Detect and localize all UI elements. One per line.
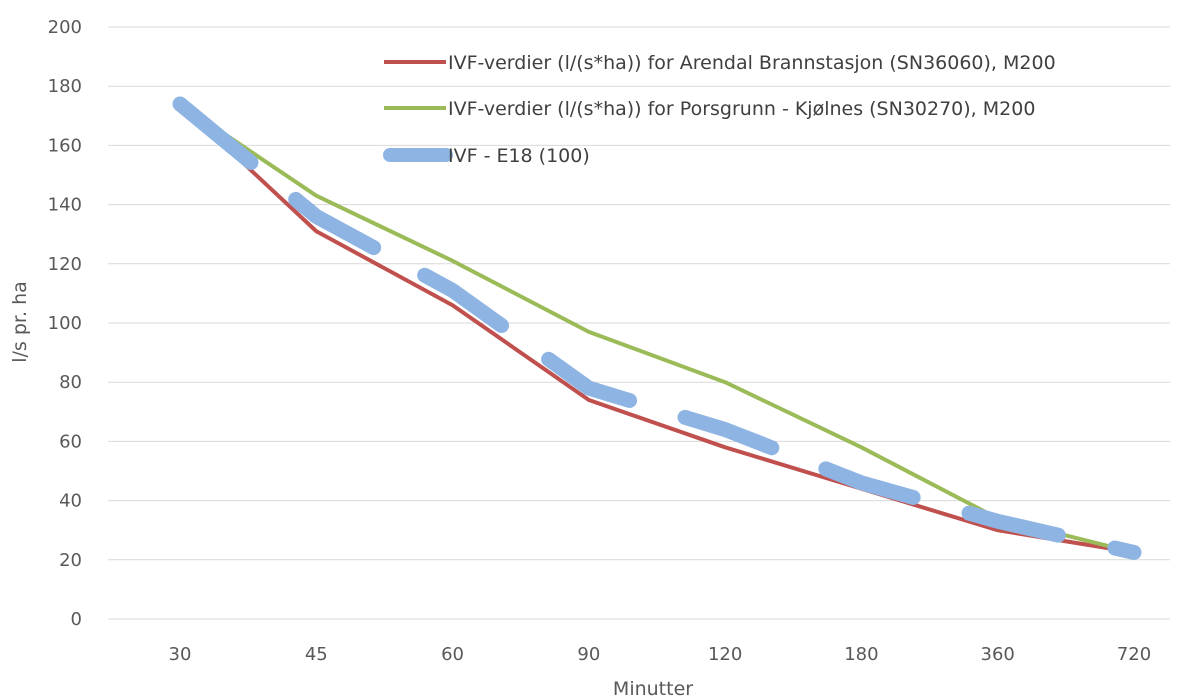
x-tick-label: 180 (844, 644, 878, 665)
series-line-2 (178, 102, 1135, 555)
series-line-3 (172, 96, 1142, 560)
y-tick-label: 20 (59, 550, 82, 571)
y-tick-label: 40 (59, 491, 82, 512)
series-lines (172, 96, 1142, 560)
y-axis-title: l/s pr. ha (9, 281, 31, 363)
x-tick-label: 120 (708, 644, 742, 665)
legend: IVF-verdier (l/(s*ha)) for Arendal Brann… (383, 52, 1056, 167)
y-tick-label: 200 (48, 17, 82, 38)
x-tick-label: 90 (577, 644, 600, 665)
x-tick-label: 60 (441, 644, 464, 665)
y-tick-label: 100 (48, 313, 82, 334)
x-axis-ticks: 30 45 60 90 120 180 360 720 (169, 644, 1152, 665)
y-tick-label: 0 (71, 609, 82, 630)
series-line-1 (178, 102, 1135, 555)
y-tick-label: 80 (59, 372, 82, 393)
gridlines (108, 26, 1170, 620)
x-tick-label: 30 (169, 644, 192, 665)
y-tick-label: 180 (48, 76, 82, 97)
legend-label-2: IVF-verdier (l/(s*ha)) for Porsgrunn - K… (448, 98, 1035, 120)
x-tick-label: 45 (305, 644, 328, 665)
legend-label-1: IVF-verdier (l/(s*ha)) for Arendal Brann… (448, 52, 1056, 74)
x-tick-label: 720 (1117, 644, 1151, 665)
x-axis-title: Minutter (613, 678, 693, 700)
y-tick-label: 140 (48, 195, 82, 216)
y-tick-label: 160 (48, 135, 82, 156)
x-tick-label: 360 (981, 644, 1015, 665)
legend-label-3: IVF - E18 (100) (448, 145, 590, 167)
y-tick-label: 120 (48, 254, 82, 275)
y-tick-label: 60 (59, 431, 82, 452)
y-axis-ticks: 0 20 40 60 80 100 120 140 160 180 200 (48, 17, 82, 630)
